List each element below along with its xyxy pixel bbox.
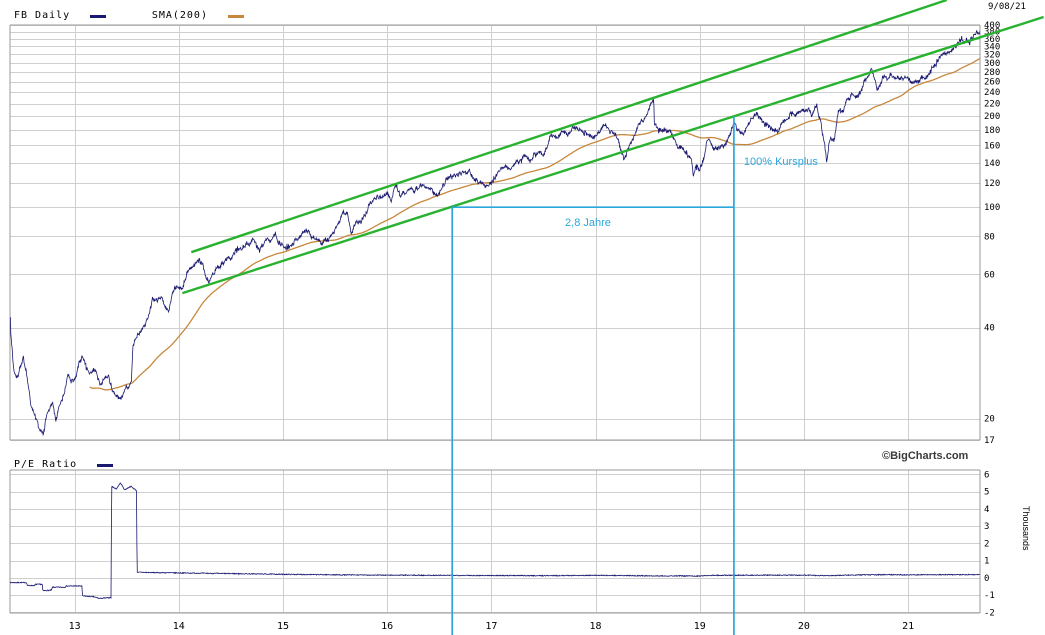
price-series-swatch [89, 15, 106, 18]
trend-channel-lower [182, 15, 1044, 295]
svg-text:17: 17 [485, 621, 497, 632]
svg-text:80: 80 [984, 232, 995, 242]
sma-200-line [89, 57, 980, 391]
svg-text:0: 0 [984, 574, 989, 584]
svg-text:60: 60 [984, 270, 995, 280]
fb-price-line [10, 29, 980, 437]
svg-text:14: 14 [173, 621, 185, 632]
svg-text:160: 160 [984, 141, 1000, 151]
svg-text:140: 140 [984, 159, 1000, 169]
svg-text:6: 6 [984, 470, 989, 480]
price-series-label: FB Daily [14, 10, 71, 21]
trend-channel-upper [190, 0, 948, 254]
svg-text:260: 260 [984, 78, 1000, 88]
svg-text:15: 15 [277, 621, 289, 632]
pe-series-legend: P/E Ratio [14, 452, 113, 471]
svg-text:13: 13 [69, 621, 81, 632]
svg-text:2: 2 [984, 539, 989, 549]
gridlines [10, 25, 980, 613]
svg-text:180: 180 [984, 126, 1000, 136]
svg-text:120: 120 [984, 179, 1000, 189]
svg-text:360: 360 [984, 35, 1000, 45]
sma-series-legend: SMA(200) [152, 3, 244, 22]
svg-text:20: 20 [798, 621, 810, 632]
svg-text:280: 280 [984, 68, 1000, 78]
pe-axis-unit-label: Thousands [1021, 506, 1031, 551]
svg-text:17: 17 [984, 436, 995, 446]
svg-text:19: 19 [694, 621, 706, 632]
price-series-legend: FB Daily [14, 3, 106, 22]
sma-series-swatch [227, 15, 244, 18]
svg-text:40: 40 [984, 324, 995, 334]
pe-ratio-line [10, 482, 980, 600]
svg-text:-2: -2 [984, 608, 995, 618]
svg-text:5: 5 [984, 488, 989, 498]
gain-annotation-label: 100% Kursplus [743, 156, 818, 168]
svg-text:200: 200 [984, 112, 1000, 122]
svg-text:21: 21 [902, 621, 914, 632]
duration-annotation-label: 2,8 Jahre [565, 217, 611, 229]
axis-tick-labels: 4003803603403203002802602402202001801601… [69, 21, 1001, 632]
pe-series-label: P/E Ratio [14, 459, 78, 470]
svg-text:100: 100 [984, 203, 1000, 213]
svg-text:300: 300 [984, 59, 1000, 69]
svg-text:400: 400 [984, 21, 1000, 31]
measure-lines [451, 116, 735, 635]
svg-text:340: 340 [984, 42, 1000, 52]
svg-text:220: 220 [984, 100, 1000, 110]
bigcharts-copyright: ©BigCharts.com [882, 450, 969, 462]
sma-series-label: SMA(200) [151, 10, 208, 21]
svg-text:240: 240 [984, 88, 1000, 98]
svg-text:20: 20 [984, 415, 995, 425]
svg-text:-1: -1 [984, 591, 995, 601]
svg-text:18: 18 [590, 621, 602, 632]
pe-series-swatch [96, 464, 113, 467]
last-date-label: 9/08/21 [988, 2, 1026, 12]
svg-text:1: 1 [984, 557, 989, 567]
svg-text:4: 4 [984, 505, 989, 515]
svg-text:16: 16 [381, 621, 393, 632]
panel-borders [9, 24, 981, 614]
main-chart-legend: FB Daily SMA(200) [14, 3, 244, 22]
svg-text:320: 320 [984, 50, 1000, 60]
svg-text:3: 3 [984, 522, 989, 532]
pe-panel-legend: P/E Ratio [14, 452, 113, 471]
